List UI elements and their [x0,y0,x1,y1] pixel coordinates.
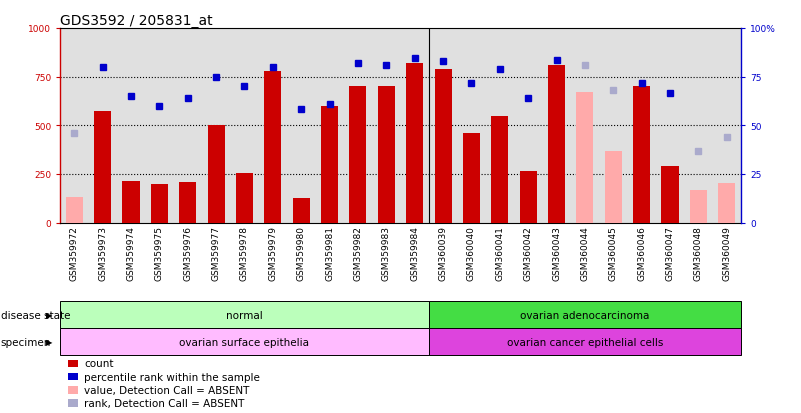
Bar [406,64,423,223]
Text: rank, Detection Call = ABSENT: rank, Detection Call = ABSENT [84,398,244,408]
Bar [491,116,509,223]
Bar [123,181,139,223]
Text: GDS3592 / 205831_at: GDS3592 / 205831_at [60,14,213,28]
Bar [378,87,395,223]
Text: normal: normal [226,310,263,320]
Bar [236,173,253,223]
Text: specimen: specimen [1,337,51,347]
Text: count: count [84,358,114,368]
Bar [662,167,678,223]
Text: ovarian adenocarcinoma: ovarian adenocarcinoma [520,310,650,320]
Text: ▶: ▶ [46,337,52,346]
Bar [690,191,706,223]
Text: value, Detection Call = ABSENT: value, Detection Call = ABSENT [84,385,249,395]
Text: percentile rank within the sample: percentile rank within the sample [84,372,260,382]
Bar [179,182,196,223]
Bar [520,171,537,223]
Text: ▶: ▶ [46,311,52,319]
Bar [548,66,565,223]
Bar [321,107,338,223]
Bar [60,301,429,328]
Bar [429,328,741,355]
Text: disease state: disease state [1,310,70,320]
Bar [429,301,741,328]
Bar [292,199,310,223]
Bar [207,126,224,223]
Text: ovarian cancer epithelial cells: ovarian cancer epithelial cells [507,337,663,347]
Bar [463,134,480,223]
Bar [349,87,366,223]
Bar [434,70,452,223]
Bar [95,112,111,223]
Bar [66,198,83,223]
Bar [718,183,735,223]
Bar [577,93,594,223]
Bar [633,87,650,223]
Bar [264,71,281,223]
Bar [605,151,622,223]
Bar [151,184,168,223]
Text: ovarian surface epithelia: ovarian surface epithelia [179,337,309,347]
Bar [60,328,429,355]
